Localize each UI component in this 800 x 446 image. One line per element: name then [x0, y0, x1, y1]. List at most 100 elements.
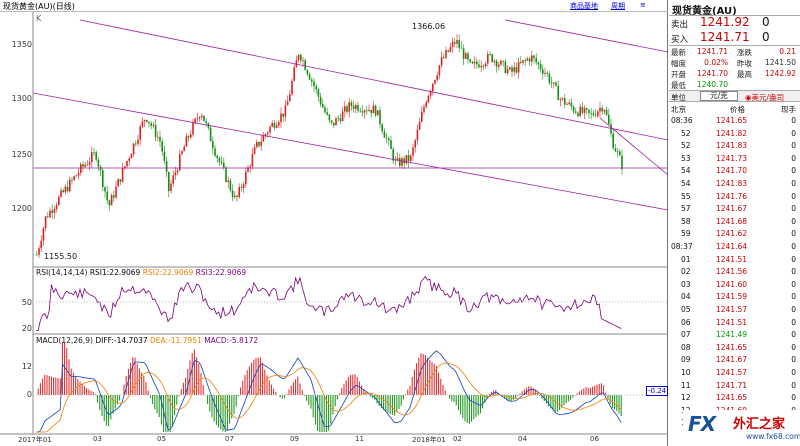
candle-body — [247, 167, 249, 172]
stat-value: 1241.71 — [696, 47, 728, 56]
macd-dea-line — [36, 362, 622, 433]
candle-body — [368, 109, 370, 112]
candle-body — [561, 98, 564, 100]
candle-body — [399, 158, 401, 166]
candle-body — [71, 179, 73, 181]
candle-body — [80, 164, 82, 173]
candle-body — [456, 40, 458, 44]
candle-body — [522, 60, 524, 63]
y-axis-label: 1300 — [11, 94, 32, 103]
candle-body — [311, 79, 313, 82]
candle-body — [269, 126, 271, 133]
unit-rmb-button[interactable]: 元/克 — [700, 91, 738, 101]
candle-body — [344, 106, 346, 112]
kline-chart-area[interactable] — [0, 0, 668, 446]
candle-body — [161, 141, 163, 152]
candle-body — [218, 158, 221, 162]
candle-body — [150, 123, 152, 126]
candle-body — [423, 106, 425, 113]
stat-label: 开盘 — [671, 70, 686, 79]
candle-body — [324, 107, 326, 113]
watermark-url: www.fx68.com — [746, 432, 800, 441]
candle-body — [451, 42, 454, 47]
candle-body — [260, 141, 262, 146]
menu-icon[interactable]: ≡ — [640, 1, 646, 9]
candle-body — [553, 82, 555, 84]
tick-volume: 0 — [791, 204, 796, 214]
candle-body — [51, 210, 53, 213]
candle-body — [394, 159, 397, 161]
candle-body — [36, 254, 38, 256]
candle-body — [388, 138, 390, 141]
candle-body — [289, 94, 291, 102]
candle-body — [577, 112, 579, 117]
candle-body — [575, 111, 577, 113]
candle-body — [443, 57, 445, 59]
candle-body — [95, 152, 97, 160]
kline-svg[interactable] — [0, 12, 668, 446]
candle-body — [132, 143, 135, 155]
candle-body — [377, 110, 379, 116]
rsi3-value: RSI3:22.9069 — [195, 268, 247, 277]
candle-body — [350, 102, 353, 106]
tick-time: 06 — [681, 317, 691, 327]
candle-body — [300, 54, 302, 61]
candle-body — [317, 89, 320, 97]
candle-body — [438, 65, 441, 76]
tick-time: 05 — [681, 305, 691, 314]
tick-time: 55 — [681, 191, 691, 201]
candle-body — [403, 158, 405, 164]
candle-body — [256, 142, 258, 147]
candle-body — [583, 108, 586, 113]
candle-body — [520, 61, 522, 63]
candle-body — [203, 115, 205, 122]
candle-body — [557, 85, 559, 101]
candle-body — [489, 54, 491, 55]
candle-body — [220, 161, 223, 163]
candle-body — [390, 140, 392, 150]
tick-row: 53 1241.73 0 — [669, 154, 800, 166]
tick-price: 1241.60 — [715, 279, 747, 289]
candle-body — [621, 155, 623, 170]
candle-body — [346, 106, 348, 112]
candle-body — [302, 60, 304, 62]
tick-volume: 0 — [791, 141, 796, 151]
high-price-label: 1366.06 — [412, 22, 446, 31]
unit-usd-button[interactable]: ◉美元/盎司 — [745, 92, 784, 103]
stat-value: 1240.70 — [696, 80, 728, 89]
tick-price: 1241.64 — [715, 242, 747, 251]
candle-body — [322, 104, 324, 108]
tick-volume: 0 — [791, 317, 796, 327]
tick-list[interactable]: 08:36 1241.65 0 52 1241.82 0 52 1241.83 0 53 1241.… — [669, 116, 800, 446]
col-price-header: 价格 — [730, 105, 745, 114]
candle-body — [502, 60, 504, 62]
tick-row: 52 1241.83 0 — [669, 141, 800, 153]
tick-time: 54 — [681, 179, 691, 188]
divider — [669, 15, 800, 16]
tick-price: 1241.68 — [715, 216, 747, 226]
candle-body — [55, 205, 58, 209]
candle-body — [619, 151, 621, 156]
candle-body — [432, 83, 434, 92]
candle-body — [462, 48, 465, 59]
product-base-button[interactable]: 商品基地 — [570, 2, 598, 10]
candle-body — [592, 113, 595, 116]
candle-body — [396, 158, 399, 160]
candle-body — [86, 164, 89, 166]
tick-volume: 0 — [791, 179, 796, 188]
x-axis-label: 07 — [225, 435, 234, 443]
tick-price: 1241.65 — [715, 342, 747, 352]
watermark-logo: FX — [688, 412, 716, 436]
dea-value: DEA:-11.7951 — [150, 336, 202, 345]
x-axis-label: 06 — [590, 435, 599, 443]
candle-body — [172, 175, 174, 184]
candle-body — [427, 95, 430, 103]
tick-volume: 0 — [791, 330, 796, 340]
candle-body — [544, 72, 546, 74]
divider — [669, 45, 800, 46]
tick-time: 02 — [681, 267, 691, 277]
period-button[interactable]: 周期 — [611, 2, 625, 10]
candle-body — [603, 110, 606, 112]
candle-body — [392, 149, 394, 161]
diff-value: DIFF:-14.7037 — [95, 336, 148, 345]
